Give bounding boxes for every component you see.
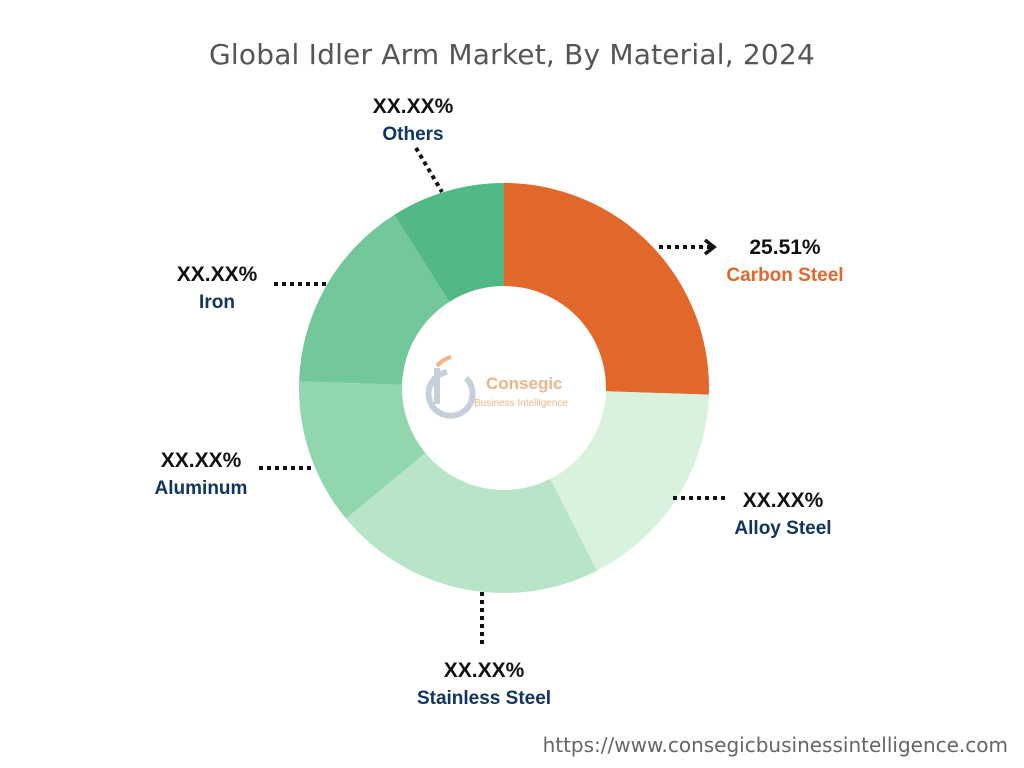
value-label-alloy-steel: XX.XX% xyxy=(743,489,824,512)
value-label-stainless-steel: XX.XX% xyxy=(444,659,525,682)
category-label-carbon-steel: Carbon Steel xyxy=(726,265,843,286)
slice-aluminum xyxy=(299,381,426,519)
logo-tagline: Business Intelligence xyxy=(474,398,568,409)
arrow-icon xyxy=(703,238,717,256)
slice-others xyxy=(394,183,504,302)
slice-alloy-steel xyxy=(550,391,709,571)
logo-mark-icon xyxy=(425,355,476,419)
leader-line-others xyxy=(414,146,444,194)
brand-logo: Consegic Business Intelligence xyxy=(425,355,568,419)
slice-stainless-steel xyxy=(345,452,597,594)
chart-title: Global Idler Arm Market, By Material, 20… xyxy=(209,38,815,71)
donut-slices xyxy=(299,183,709,594)
category-label-aluminum: Aluminum xyxy=(155,478,248,499)
slice-iron xyxy=(299,214,450,385)
value-label-iron: XX.XX% xyxy=(177,263,258,286)
category-label-alloy-steel: Alloy Steel xyxy=(734,518,831,539)
leader-lines xyxy=(259,146,727,644)
category-label-stainless-steel: Stainless Steel xyxy=(417,688,551,709)
slice-carbon-steel xyxy=(504,183,709,395)
value-label-others: XX.XX% xyxy=(373,95,454,118)
value-label-aluminum: XX.XX% xyxy=(161,449,242,472)
source-url: https://www.consegicbusinessintelligence… xyxy=(542,733,1008,757)
slice-labels: 25.51% Carbon Steel XX.XX% Alloy Steel XX.XX… xyxy=(155,95,844,709)
category-label-others: Others xyxy=(382,124,443,145)
logo-name: Consegic xyxy=(486,374,563,393)
value-label-carbon-steel: 25.51% xyxy=(749,236,821,259)
category-label-iron: Iron xyxy=(199,292,235,313)
